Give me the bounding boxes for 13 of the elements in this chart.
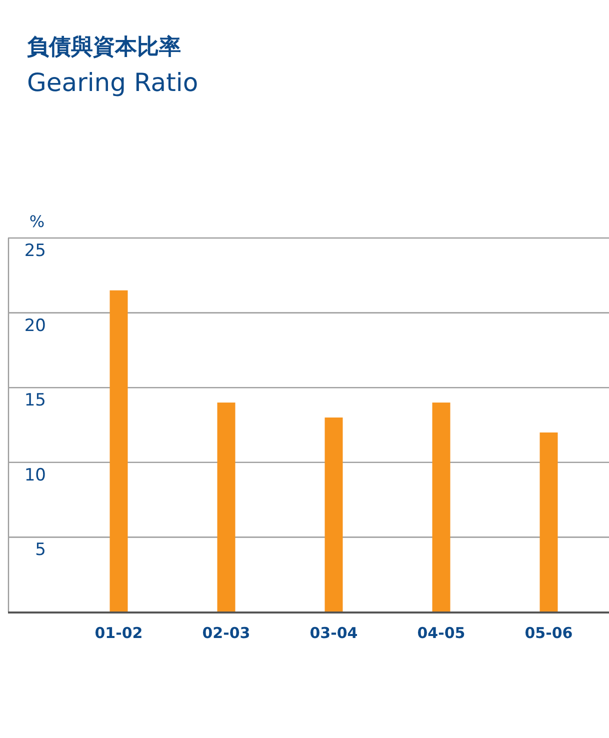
x-tick-label: 05-06 [524, 624, 573, 642]
y-tick-label: 10 [24, 465, 46, 486]
y-tick-label: 15 [24, 390, 46, 411]
x-tick-label: 03-04 [310, 624, 358, 642]
y-tick-label: 5 [35, 540, 46, 560]
x-tick-label: 04-05 [417, 624, 466, 642]
chart-subtitle: Gearing Ratio [27, 68, 198, 97]
y-tick-label: 25 [24, 241, 46, 261]
x-tick-label: 01-02 [94, 624, 143, 642]
y-tick-label: 20 [24, 316, 46, 336]
chart-title: 負債與資本比率 [27, 34, 181, 60]
x-tick-label: 02-03 [202, 624, 250, 642]
y-axis-title: % [29, 212, 45, 231]
